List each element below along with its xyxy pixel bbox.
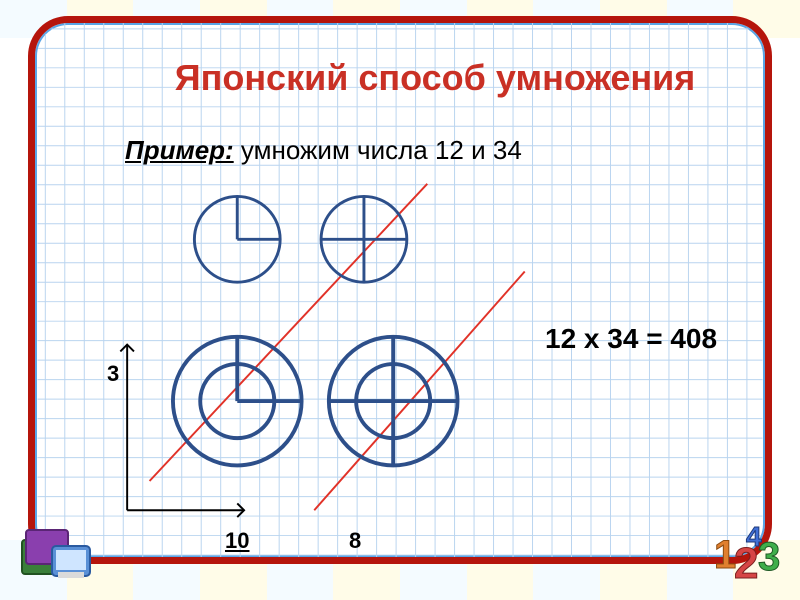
card-grid-and-diagram xyxy=(35,23,765,557)
slide-stage: Японский способ умножения Пример: умножи… xyxy=(0,0,800,600)
label-ten: 10 xyxy=(225,528,249,554)
book-icon xyxy=(18,520,94,588)
example-line: Пример: умножим числа 12 и 34 xyxy=(125,135,522,166)
content-card: Японский способ умножения Пример: умножи… xyxy=(28,16,772,564)
numbers-icon: 1234 xyxy=(708,520,794,592)
label-eight: 8 xyxy=(349,528,361,554)
example-rest: умножим числа 12 и 34 xyxy=(234,135,522,165)
example-prefix: Пример: xyxy=(125,135,234,165)
svg-text:1: 1 xyxy=(714,533,736,577)
slide-title: Японский способ умножения xyxy=(85,57,785,99)
svg-text:4: 4 xyxy=(746,521,762,552)
equation-answer: 12 х 34 = 408 xyxy=(545,323,717,355)
label-three: 3 xyxy=(107,361,119,387)
